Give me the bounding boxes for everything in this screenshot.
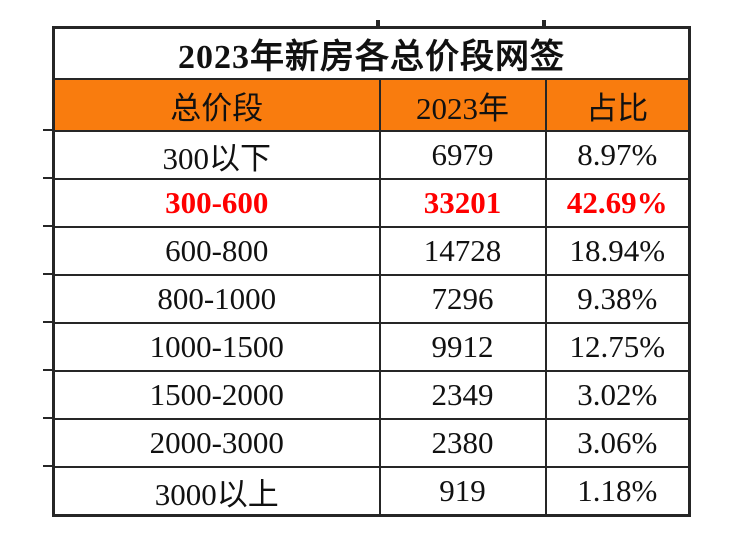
table-row: 800-1000 7296 9.38% (52, 274, 691, 324)
crop-artifact-tick (43, 177, 52, 179)
cell-range: 600-800 (52, 226, 381, 276)
cell-share: 18.94% (544, 226, 691, 276)
cell-value: 9912 (378, 322, 547, 372)
column-header-price-range: 总价段 (52, 78, 381, 132)
cell-value: 2349 (378, 370, 547, 420)
cell-range: 300-600 (52, 178, 381, 228)
cell-range: 800-1000 (52, 274, 381, 324)
table-row: 300以下 6979 8.97% (52, 130, 691, 180)
cell-share: 9.38% (544, 274, 691, 324)
table-row: 3000以上 919 1.18% (52, 466, 691, 517)
cell-share: 3.06% (544, 418, 691, 468)
cell-share: 12.75% (544, 322, 691, 372)
table-row: 2000-3000 2380 3.06% (52, 418, 691, 468)
crop-artifact-tick (43, 465, 52, 467)
crop-artifact-tick (43, 417, 52, 419)
crop-artifact-tick (43, 225, 52, 227)
cell-value: 6979 (378, 130, 547, 180)
crop-artifact-tick (43, 321, 52, 323)
cell-value: 2380 (378, 418, 547, 468)
table-row: 1500-2000 2349 3.02% (52, 370, 691, 420)
cell-value: 919 (378, 466, 547, 517)
cell-range: 2000-3000 (52, 418, 381, 468)
table-header-row: 总价段 2023年 占比 (52, 78, 691, 132)
column-header-year: 2023年 (378, 78, 547, 132)
cell-share: 8.97% (544, 130, 691, 180)
crop-artifact-tick (43, 129, 52, 131)
cell-value: 33201 (378, 178, 547, 228)
cell-value: 14728 (378, 226, 547, 276)
cell-range: 300以下 (52, 130, 381, 180)
cell-value: 7296 (378, 274, 547, 324)
table-row: 600-800 14728 18.94% (52, 226, 691, 276)
crop-artifact-tick (376, 20, 380, 27)
table-title: 2023年新房各总价段网签 (52, 26, 691, 80)
cell-range: 1500-2000 (52, 370, 381, 420)
price-range-table: 2023年新房各总价段网签 总价段 2023年 占比 300以下 6979 8.… (52, 26, 691, 517)
column-header-share: 占比 (544, 78, 691, 132)
cell-share: 42.69% (544, 178, 691, 228)
crop-artifact-tick (43, 369, 52, 371)
crop-artifact-tick (43, 273, 52, 275)
table-row: 1000-1500 9912 12.75% (52, 322, 691, 372)
cell-share: 1.18% (544, 466, 691, 517)
table-row-highlighted: 300-600 33201 42.69% (52, 178, 691, 228)
cell-range: 1000-1500 (52, 322, 381, 372)
cell-share: 3.02% (544, 370, 691, 420)
crop-artifact-tick (542, 20, 546, 27)
table-title-row: 2023年新房各总价段网签 (52, 26, 691, 80)
cell-range: 3000以上 (52, 466, 381, 517)
